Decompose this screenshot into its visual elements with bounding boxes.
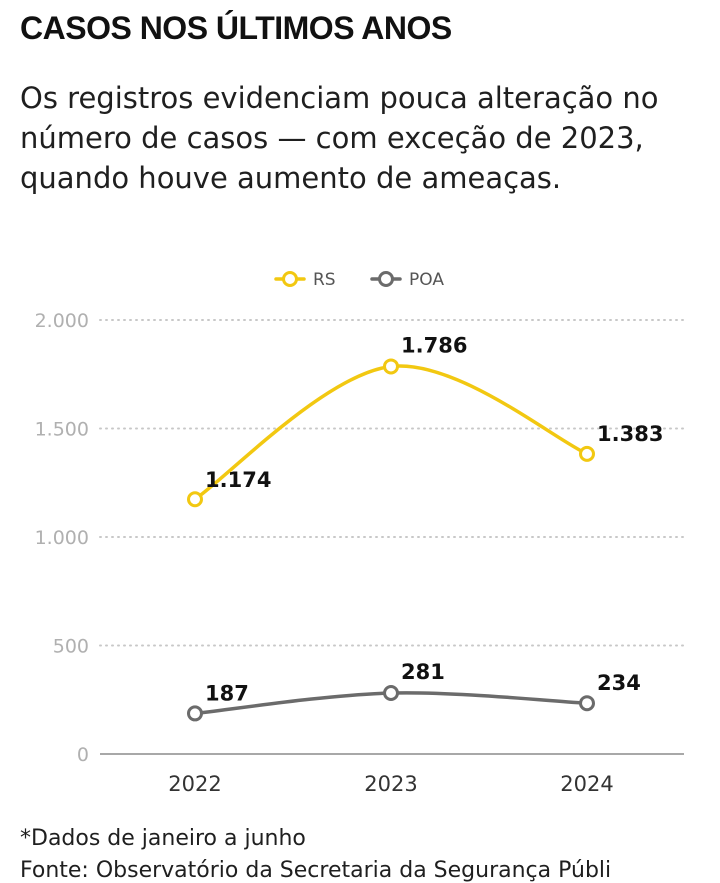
legend-label-rs: RS bbox=[313, 270, 336, 290]
x-tick-label: 2024 bbox=[560, 772, 613, 796]
data-label-poa: 281 bbox=[401, 660, 445, 684]
chart-series: 1.174 1.786 1.383 187 281 234 bbox=[187, 333, 663, 722]
y-axis: 0 500 1.000 1.500 2.000 bbox=[35, 310, 89, 766]
y-tick-label: 0 bbox=[77, 744, 89, 766]
chart-legend: RS POA bbox=[274, 270, 444, 290]
data-point-rs bbox=[383, 358, 399, 375]
footnote: *Dados de janeiro a junho bbox=[20, 826, 306, 851]
x-tick-label: 2022 bbox=[168, 772, 221, 796]
data-point-poa bbox=[383, 685, 399, 702]
y-tick-label: 2.000 bbox=[35, 310, 89, 332]
series-rs: 1.174 1.786 1.383 bbox=[187, 333, 663, 508]
data-label-rs: 1.383 bbox=[597, 422, 663, 446]
data-point-poa bbox=[579, 695, 595, 712]
chart-grid bbox=[99, 319, 685, 647]
chart-subtitle: Os registros evidenciam pouca alteração … bbox=[20, 81, 659, 195]
legend-marker-poa bbox=[378, 271, 394, 287]
line-chart: RS POA 0 500 1.000 1.500 2.000 2022 2023 2024 1… bbox=[35, 270, 685, 796]
legend-label-poa: POA bbox=[409, 270, 444, 290]
data-point-rs bbox=[187, 491, 203, 508]
legend-marker-rs bbox=[282, 271, 298, 287]
series-poa: 187 281 234 bbox=[187, 660, 641, 722]
data-label-poa: 187 bbox=[205, 681, 249, 705]
y-tick-label: 1.500 bbox=[35, 419, 89, 441]
x-tick-label: 2023 bbox=[364, 772, 417, 796]
data-label-poa: 234 bbox=[597, 671, 641, 695]
x-axis: 2022 2023 2024 bbox=[100, 753, 684, 796]
data-label-rs: 1.174 bbox=[205, 468, 271, 492]
y-tick-label: 500 bbox=[53, 636, 89, 658]
data-label-rs: 1.786 bbox=[401, 333, 467, 357]
y-tick-label: 1.000 bbox=[35, 527, 89, 549]
data-point-poa bbox=[187, 705, 203, 722]
legend-item-poa: POA bbox=[370, 270, 444, 290]
data-point-rs bbox=[579, 445, 595, 462]
legend-item-rs: RS bbox=[274, 270, 336, 290]
chart-title: CASOS NOS ÚLTIMOS ANOS bbox=[20, 10, 452, 46]
